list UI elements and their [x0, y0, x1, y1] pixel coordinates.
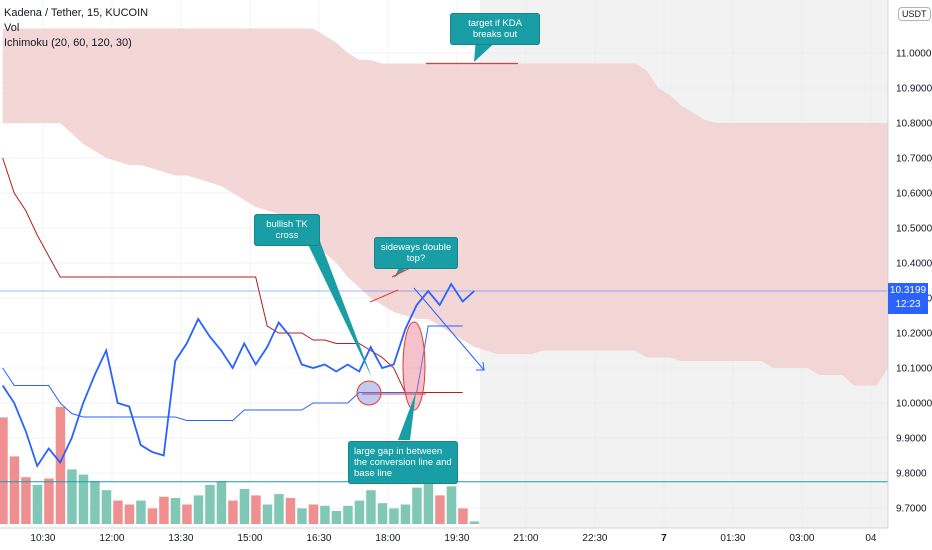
annotation-target[interactable]: target if KDA breaks out	[450, 13, 540, 45]
candle-countdown: 12:23	[895, 299, 921, 310]
volume-bar	[297, 508, 307, 524]
volume-bar	[136, 500, 146, 524]
time-tick-label: 13:30	[168, 533, 193, 544]
price-tick-label: 10.8000	[896, 119, 932, 130]
volume-bar	[423, 481, 434, 524]
volume-bars	[0, 407, 480, 524]
conversion-line	[2, 325, 463, 421]
price-tick-label: 10.2000	[896, 329, 932, 340]
annotation-gap[interactable]: large gap in between the conversion line…	[348, 441, 458, 484]
tk-cross-circle	[356, 380, 382, 406]
current-price-tag: 10.3199 12:23	[888, 283, 928, 314]
volume-bar	[377, 503, 388, 524]
price-tick-label: 10.5000	[896, 224, 932, 235]
projection-arrow-head	[476, 361, 485, 371]
volume-bar	[446, 486, 457, 524]
projection-arrow-line	[413, 287, 485, 371]
volume-bar	[78, 474, 89, 524]
volume-bar	[67, 469, 77, 524]
time-tick-label: 03:00	[789, 533, 814, 544]
volume-bar	[320, 505, 330, 524]
time-tick-label: 01:30	[720, 533, 745, 544]
time-tick-label: 04	[865, 533, 877, 544]
volume-bar	[90, 481, 100, 524]
time-tick-label: 21:00	[513, 533, 538, 544]
volume-bar	[101, 490, 112, 524]
ichimoku-label[interactable]: Ichimoku (20, 60, 120, 30)	[4, 37, 132, 49]
price-tick-label: 10.1000	[896, 364, 932, 375]
volume-bar	[331, 511, 342, 524]
price-tick-label: 9.9000	[896, 434, 927, 445]
volume-bar	[285, 498, 296, 524]
volume-bar	[343, 505, 353, 524]
volume-bar	[389, 508, 399, 524]
price-tick-label: 10.7000	[896, 154, 932, 165]
volume-bar	[274, 494, 284, 524]
volume-bar	[32, 485, 43, 524]
volume-bar	[262, 504, 273, 524]
volume-bar	[400, 504, 411, 524]
time-tick-label: 19:30	[444, 533, 469, 544]
volume-bar	[170, 498, 181, 524]
volume-bar	[205, 485, 215, 524]
time-tick-label: 16:30	[306, 533, 331, 544]
volume-bar	[458, 508, 468, 524]
gap-ellipse	[402, 321, 426, 411]
volume-bar	[435, 495, 445, 524]
time-tick-label: 18:00	[375, 533, 400, 544]
volume-bar	[9, 456, 20, 524]
current-price-value: 10.3199	[889, 285, 927, 296]
price-tick-label: 10.4000	[896, 259, 932, 270]
tk-cross-callout-tail	[304, 236, 372, 378]
base-line	[2, 157, 463, 393]
price-tick-label: 10.9000	[896, 84, 932, 95]
time-tick-label: 12:00	[99, 533, 124, 544]
volume-bar	[412, 487, 422, 524]
price-tick-label: 9.7000	[896, 504, 927, 515]
volume-bar	[44, 478, 54, 524]
price-line	[1, 282, 475, 469]
volume-bar	[0, 417, 8, 524]
price-tick-label: 9.8000	[896, 469, 927, 480]
chart-legend: Kadena / Tether, 15, KUCOIN Vol Ichimoku…	[4, 6, 148, 51]
annotation-tk-cross[interactable]: bullish TK cross	[254, 214, 320, 246]
drawing-annotations	[304, 38, 518, 440]
time-axis[interactable]: 10:30 12:00 13:30 15:00 16:30 18:00 19:30 21:00…	[0, 527, 888, 550]
volume-bar	[124, 504, 135, 524]
double-top-line-1	[369, 289, 399, 303]
price-tick-label: 11.0000	[896, 49, 932, 60]
volume-bar	[354, 500, 365, 524]
volume-bar	[251, 495, 261, 524]
volume-bar	[147, 508, 158, 524]
volume-bar	[182, 504, 192, 524]
volume-bar	[308, 504, 319, 524]
price-tick-label: 10.0000	[896, 399, 932, 410]
price-tick-label: 10.6000	[896, 189, 932, 200]
symbol-title[interactable]: Kadena / Tether, 15, KUCOIN	[4, 7, 149, 19]
volume-bar	[21, 477, 31, 524]
price-axis[interactable]: 11.0000 10.9000 10.8000 10.7000 10.6000 10.50…	[887, 0, 932, 550]
volume-bar	[55, 407, 66, 524]
volume-bar	[228, 500, 238, 524]
time-axis-bg	[0, 528, 888, 550]
price-axis-bg	[888, 0, 932, 550]
time-tick-label: 22:30	[582, 533, 607, 544]
volume-bar	[113, 500, 123, 524]
volume-bar	[216, 481, 227, 524]
annotation-double-top[interactable]: sideways double top?	[374, 237, 458, 269]
ichimoku-cloud	[2, 28, 932, 386]
time-tick-label: 15:00	[237, 533, 262, 544]
volume-bar	[469, 521, 480, 524]
volume-label[interactable]: Vol	[4, 22, 20, 34]
volume-bar	[193, 495, 204, 524]
volume-bar	[239, 488, 250, 524]
time-tick-label: 10:30	[30, 533, 55, 544]
currency-badge[interactable]: USDT	[898, 7, 931, 21]
gap-callout-tail	[398, 392, 416, 440]
volume-bar	[159, 496, 169, 524]
time-tick-label: 7	[661, 533, 667, 544]
volume-bar	[366, 490, 376, 524]
